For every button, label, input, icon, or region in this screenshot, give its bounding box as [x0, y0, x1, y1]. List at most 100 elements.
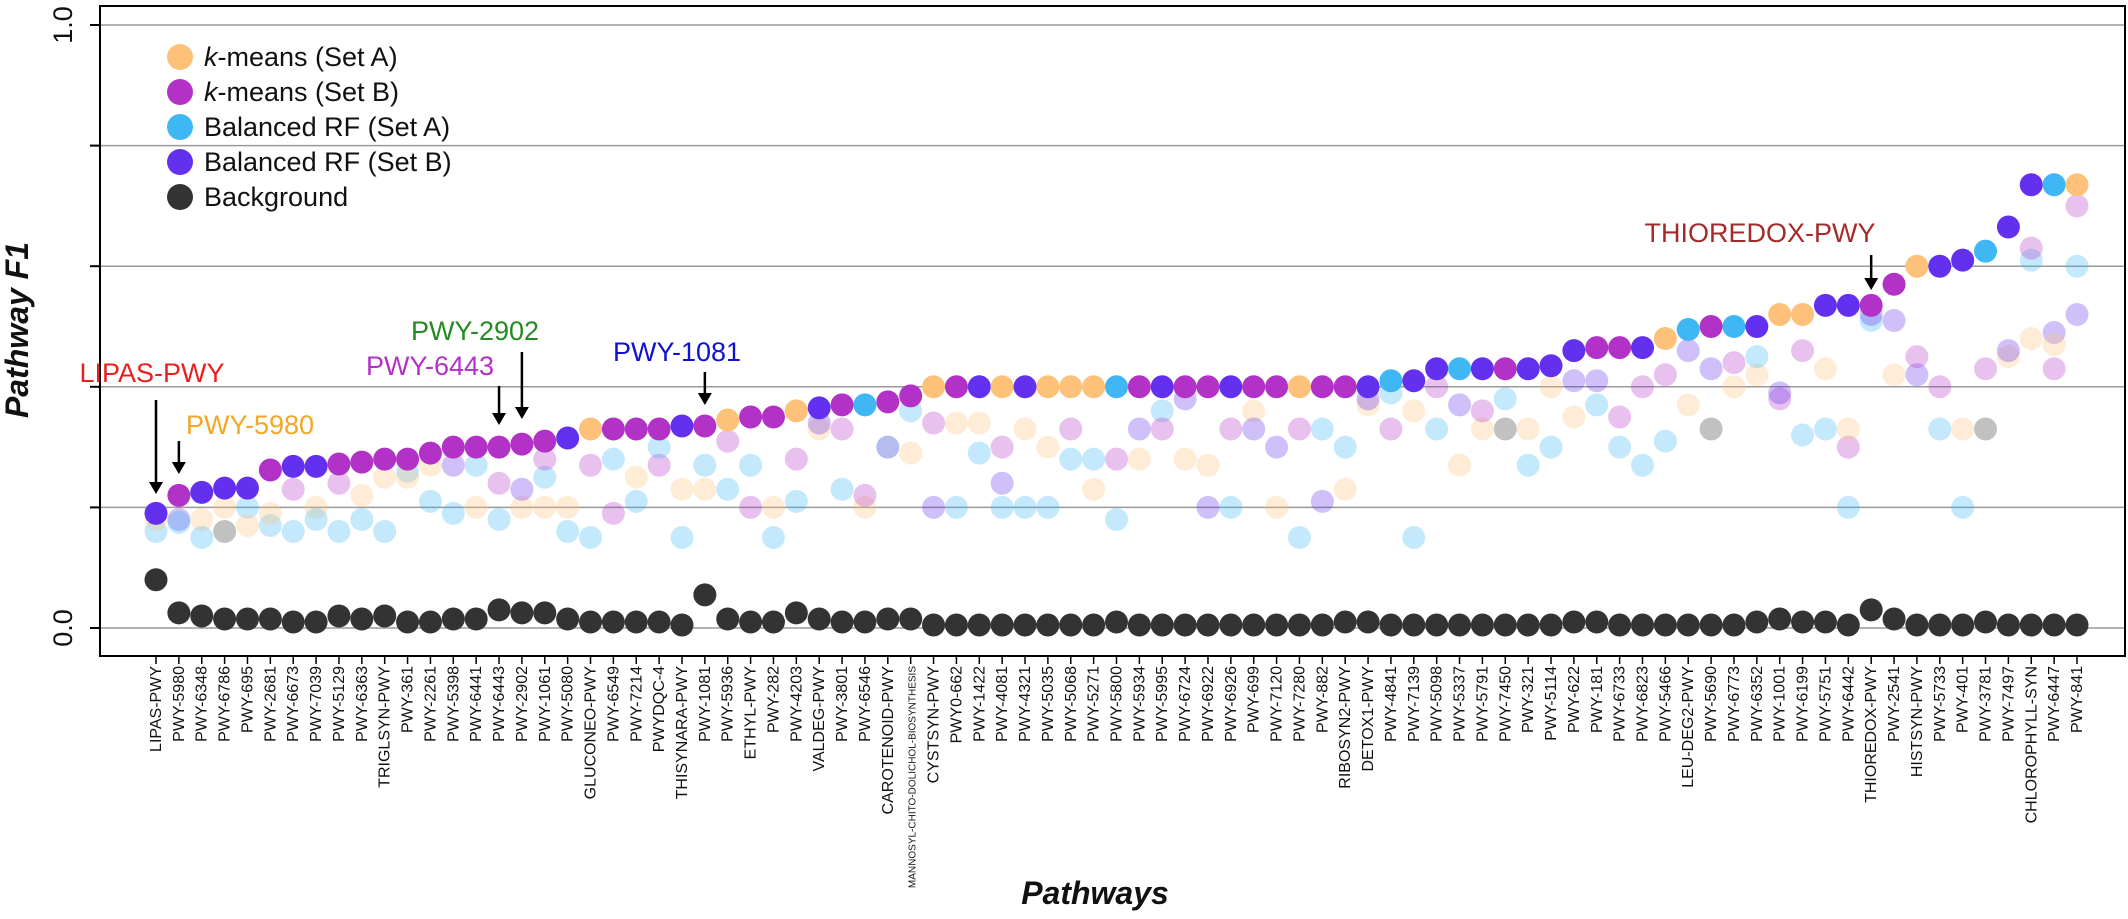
faded-point — [441, 501, 465, 525]
x-tick-label: PWY-4203 — [788, 666, 805, 742]
faded-point — [1676, 393, 1700, 417]
best-point — [1539, 354, 1563, 378]
faded-point — [1882, 308, 1906, 332]
x-tick-label: PWY-6922 — [1200, 666, 1217, 742]
x-tick-label: HISTSYN-PWY — [1909, 666, 1926, 777]
background-point — [1105, 610, 1128, 634]
faded-point — [281, 477, 305, 501]
faded-point — [190, 526, 214, 550]
best-point — [1859, 293, 1883, 317]
x-tick-label: PWY-7497 — [2000, 666, 2017, 742]
faded-point — [350, 483, 374, 507]
faded-point — [1196, 495, 1220, 519]
background-point — [739, 610, 763, 634]
best-point — [1402, 369, 1426, 393]
best-point — [1196, 375, 1220, 399]
faded-point — [1310, 417, 1334, 441]
faded-point — [1402, 399, 1426, 423]
best-point — [1310, 375, 1334, 399]
x-tick-label: PWY-1061 — [537, 666, 554, 742]
faded-point — [1539, 375, 1563, 399]
faded-point — [1745, 363, 1769, 387]
background-point — [373, 604, 397, 628]
best-point — [487, 435, 511, 459]
faded-point — [967, 411, 991, 435]
faded-point — [1242, 417, 1266, 441]
background-point — [441, 607, 465, 631]
faded-points — [144, 194, 2089, 550]
faded-point — [739, 495, 763, 519]
faded-point — [2019, 248, 2043, 272]
background-point — [1150, 613, 1174, 637]
background-point — [1127, 613, 1151, 637]
faded-point — [876, 435, 900, 459]
x-tick-label: PWY-5080 — [560, 666, 577, 742]
best-point — [853, 393, 877, 417]
best-point — [670, 414, 694, 438]
x-tick-label: PWY-5980 — [171, 666, 188, 742]
background-point — [1059, 613, 1083, 637]
x-tick-label: PWY-7120 — [1269, 666, 1286, 742]
faded-point — [1333, 435, 1357, 459]
x-tick-label: PWY-6199 — [1795, 666, 1812, 742]
faded-point — [1928, 417, 1952, 441]
faded-point — [556, 495, 580, 519]
background-point — [510, 601, 534, 625]
background-point — [1722, 613, 1746, 637]
best-point — [830, 393, 854, 417]
best-point — [327, 452, 351, 476]
legend-label-rest: -means (Set A) — [218, 42, 398, 72]
faded-point — [899, 441, 923, 465]
y-axis: 0.0 1.0 — [48, 6, 100, 647]
legend: k-means (Set A)k-means (Set B)Balanced R… — [167, 42, 452, 212]
faded-point — [670, 526, 694, 550]
x-tick-label: LEU-DEG2-PWY — [1680, 666, 1697, 788]
faded-point — [464, 495, 488, 519]
best-point — [1836, 293, 1860, 317]
faded-point — [1127, 447, 1151, 471]
background-point — [487, 598, 511, 622]
faded-point — [1813, 417, 1837, 441]
x-tick-label: PWY-321 — [1520, 666, 1537, 733]
best-points — [144, 173, 2089, 525]
x-tick-label: PWY-5733 — [1932, 666, 1949, 742]
faded-point — [1768, 387, 1792, 411]
faded-point — [1722, 375, 1746, 399]
best-point — [1951, 248, 1975, 272]
background-point — [350, 607, 374, 631]
best-point — [990, 375, 1014, 399]
faded-point — [1905, 345, 1929, 369]
faded-point — [1287, 417, 1311, 441]
background-point — [1905, 613, 1929, 637]
best-point — [1996, 215, 2020, 239]
background-point — [1470, 613, 1494, 637]
faded-point — [487, 471, 511, 495]
best-point — [2065, 173, 2089, 197]
background-point — [1333, 610, 1357, 634]
x-tick-label: PWY-6733 — [1612, 666, 1629, 742]
faded-point — [1813, 357, 1837, 381]
best-point — [1059, 375, 1083, 399]
x-tick-label: PWY-7280 — [1291, 666, 1308, 742]
x-tick-label: MANNOSYL-CHITO-DOLICHOL-BIOSYNTHESIS — [908, 666, 919, 888]
faded-point — [784, 447, 808, 471]
best-point — [1265, 375, 1289, 399]
best-point — [235, 476, 259, 500]
x-axis: LIPAS-PWY PWY-6348 PWY-695 PWY-6673 PWY-5129… — [148, 656, 2086, 888]
x-tick-label: VALDEG-PWY — [811, 666, 828, 772]
faded-point — [807, 417, 831, 441]
faded-point — [1836, 495, 1860, 519]
faded-point — [533, 495, 557, 519]
background-points — [144, 568, 2089, 637]
background-point — [1425, 613, 1449, 637]
faded-point — [350, 507, 374, 531]
faded-point — [167, 510, 191, 534]
x-tick-label: PWY-622 — [1566, 666, 1583, 733]
background-point — [1448, 613, 1472, 637]
best-point — [647, 417, 671, 441]
background-point — [1287, 613, 1311, 637]
faded-point — [739, 453, 763, 477]
faded-point — [967, 441, 991, 465]
faded-point — [1036, 435, 1060, 459]
x-tick-label: CHLOROPHYLL-SYN — [2023, 666, 2040, 823]
